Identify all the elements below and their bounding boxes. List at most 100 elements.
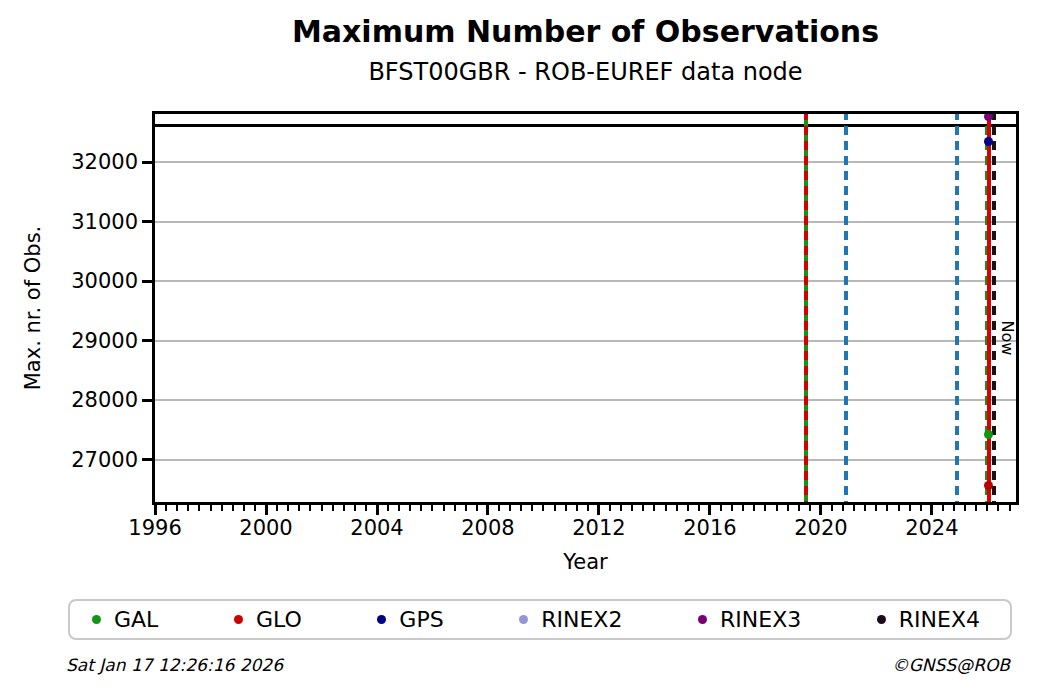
now-label: Now xyxy=(997,320,1016,355)
y-major-tick xyxy=(142,399,152,402)
x-tick-label: 2024 xyxy=(877,516,987,540)
x-tick-label: 2004 xyxy=(322,516,432,540)
x-minor-tick xyxy=(653,505,655,511)
legend-dot-rinex2 xyxy=(519,615,528,624)
legend-dot-gal xyxy=(92,615,101,624)
x-minor-tick xyxy=(443,505,445,511)
x-minor-tick xyxy=(309,505,311,511)
legend-dot-gps xyxy=(377,615,386,624)
legend-dot-rinex3 xyxy=(698,615,707,624)
x-major-tick xyxy=(486,505,489,515)
x-minor-tick xyxy=(498,505,500,511)
x-minor-tick xyxy=(520,505,522,511)
legend-item-rinex2: RINEX2 xyxy=(519,607,622,632)
x-minor-tick xyxy=(986,505,988,511)
y-gridline xyxy=(152,161,1019,163)
x-major-tick xyxy=(819,505,822,515)
x-minor-tick xyxy=(454,505,456,511)
x-tick-label: 1996 xyxy=(100,516,210,540)
x-major-tick xyxy=(154,505,157,515)
x-minor-tick xyxy=(365,505,367,511)
legend-dot-glo xyxy=(234,615,243,624)
x-minor-tick xyxy=(287,505,289,511)
y-tick-label: 27000 xyxy=(30,448,138,472)
x-major-tick xyxy=(597,505,600,515)
x-minor-tick xyxy=(631,505,633,511)
x-minor-tick xyxy=(198,505,200,511)
x-axis-label: Year xyxy=(152,550,1019,574)
x-minor-tick xyxy=(354,505,356,511)
x-minor-tick xyxy=(431,505,433,511)
x-minor-tick xyxy=(809,505,811,511)
x-tick-label: 2000 xyxy=(211,516,321,540)
x-minor-tick xyxy=(176,505,178,511)
x-minor-tick xyxy=(542,505,544,511)
y-tick-label: 32000 xyxy=(30,150,138,174)
x-minor-tick xyxy=(254,505,256,511)
x-major-tick xyxy=(708,505,711,515)
legend-item-gps: GPS xyxy=(377,607,443,632)
x-major-tick xyxy=(265,505,268,515)
y-major-tick xyxy=(142,339,152,342)
x-minor-tick xyxy=(975,505,977,511)
x-minor-tick xyxy=(587,505,589,511)
y-major-tick xyxy=(142,161,152,164)
x-minor-tick xyxy=(343,505,345,511)
y-major-tick xyxy=(142,220,152,223)
x-minor-tick xyxy=(920,505,922,511)
x-minor-tick xyxy=(609,505,611,511)
legend-label: RINEX4 xyxy=(899,607,980,632)
chart-subtitle: BFST00GBR - ROB-EUREF data node xyxy=(152,58,1019,86)
x-minor-tick xyxy=(398,505,400,511)
plot-area xyxy=(152,111,1019,505)
x-minor-tick xyxy=(1009,505,1011,511)
x-minor-tick xyxy=(531,505,533,511)
x-minor-tick xyxy=(565,505,567,511)
max-obs-horizontal-line xyxy=(152,124,1019,127)
x-minor-tick xyxy=(642,505,644,511)
x-minor-tick xyxy=(232,505,234,511)
x-minor-tick xyxy=(687,505,689,511)
x-minor-tick xyxy=(576,505,578,511)
legend-item-gal: GAL xyxy=(92,607,158,632)
legend-label: RINEX3 xyxy=(720,607,801,632)
x-tick-label: 2012 xyxy=(544,516,654,540)
x-minor-tick xyxy=(321,505,323,511)
x-minor-tick xyxy=(886,505,888,511)
chart-title: Maximum Number of Observations xyxy=(152,14,1019,49)
x-tick-label: 2008 xyxy=(433,516,543,540)
x-minor-tick xyxy=(243,505,245,511)
y-tick-label: 28000 xyxy=(30,388,138,412)
y-axis-label: Max. nr. of Obs. xyxy=(21,226,45,391)
x-minor-tick xyxy=(942,505,944,511)
x-major-tick xyxy=(930,505,933,515)
y-gridline xyxy=(152,459,1019,461)
figure: Maximum Number of Observations BFST00GBR… xyxy=(0,0,1040,699)
x-minor-tick xyxy=(831,505,833,511)
x-minor-tick xyxy=(210,505,212,511)
x-minor-tick xyxy=(909,505,911,511)
x-minor-tick xyxy=(387,505,389,511)
legend-box: GALGLOGPSRINEX2RINEX3RINEX4 xyxy=(68,599,1012,640)
now-line xyxy=(987,111,991,505)
x-minor-tick xyxy=(787,505,789,511)
legend-item-rinex3: RINEX3 xyxy=(698,607,801,632)
x-minor-tick xyxy=(875,505,877,511)
y-tick-label: 29000 xyxy=(30,329,138,353)
x-minor-tick xyxy=(620,505,622,511)
legend-label: RINEX2 xyxy=(541,607,622,632)
y-gridline xyxy=(152,221,1019,223)
x-minor-tick xyxy=(298,505,300,511)
x-minor-tick xyxy=(676,505,678,511)
x-minor-tick xyxy=(764,505,766,511)
x-tick-label: 2020 xyxy=(766,516,876,540)
x-minor-tick xyxy=(420,505,422,511)
x-minor-tick xyxy=(842,505,844,511)
x-major-tick xyxy=(376,505,379,515)
y-gridline xyxy=(152,340,1019,342)
x-minor-tick xyxy=(187,505,189,511)
x-minor-tick xyxy=(465,505,467,511)
y-major-tick xyxy=(142,280,152,283)
x-minor-tick xyxy=(665,505,667,511)
x-minor-tick xyxy=(509,505,511,511)
